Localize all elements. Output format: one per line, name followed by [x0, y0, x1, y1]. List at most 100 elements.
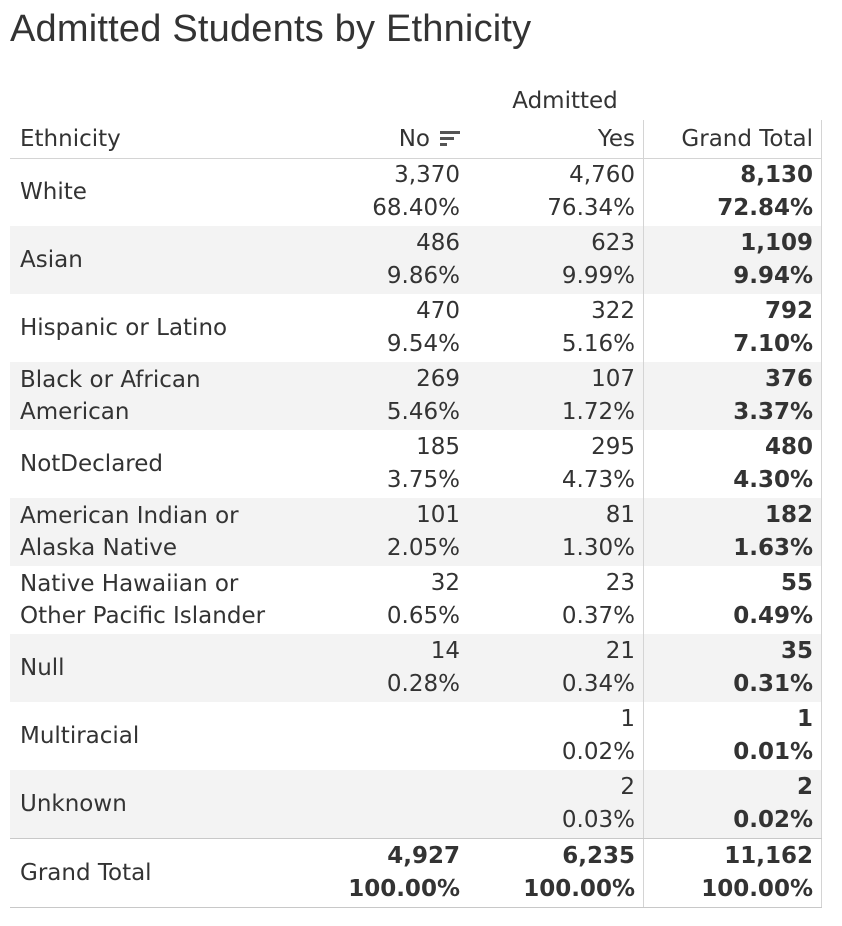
cell-grand-total: 480 4.30% [644, 430, 822, 498]
cell-grand-total-value: 55 [780, 570, 813, 596]
cell-yes-value: 1 [620, 706, 635, 732]
table-row[interactable]: Black or African American 269 5.46% 107 1.72… [10, 362, 822, 430]
cell-no: 14 0.28% [300, 634, 470, 702]
row-label-text: American Indian or Alaska Native [20, 503, 239, 561]
page-title: Admitted Students by Ethnicity [10, 8, 532, 50]
table-row[interactable]: Native Hawaiian or Other Pacific Islande… [10, 566, 822, 634]
column-group-header: Admitted [512, 88, 618, 114]
cell-no-percent: 9.54% [386, 331, 460, 357]
cell-no-value: 470 [416, 298, 460, 324]
cell-grand-total-value: 35 [780, 638, 813, 664]
cell-no-value: 14 [430, 638, 460, 664]
cell-grand-total: 376 3.37% [644, 362, 822, 430]
header-grand-total[interactable]: Grand Total [644, 120, 822, 158]
table-row[interactable]: American Indian or Alaska Native 101 2.05%… [10, 498, 822, 566]
cell-yes: 81 1.30% [470, 498, 644, 566]
table-row[interactable]: Asian 486 9.86% 623 9.99% 1,109 9.94% [10, 226, 822, 294]
row-label-text: Black or African American [20, 367, 201, 425]
cell-yes-percent: 0.03% [561, 807, 635, 833]
cell-yes: 21 0.34% [470, 634, 644, 702]
cell-yes-value: 322 [591, 298, 635, 324]
cell-no-percent: 0.28% [386, 671, 460, 697]
row-label: Unknown [10, 770, 300, 838]
cell-no [300, 702, 470, 770]
cell-grand-total-percent: 72.84% [717, 195, 813, 221]
cell-no-value: 3,370 [394, 162, 460, 188]
cell-grand-total-value: 1 [796, 706, 813, 732]
header-row: Ethnicity No Yes Grand Total [10, 120, 822, 159]
cell-grand-total-percent: 0.31% [733, 671, 813, 697]
cell-grand-total-value: 1,109 [740, 230, 813, 256]
row-label-text: NotDeclared [20, 451, 163, 477]
table-row[interactable]: White 3,370 68.40% 4,760 76.34% 8,130 72.84% [10, 158, 822, 226]
row-label-text: Null [20, 655, 65, 681]
cell-no: 4,927 100.00% [300, 839, 470, 907]
cell-grand-total-value: 2 [796, 774, 813, 800]
cell-yes-value: 623 [591, 230, 635, 256]
cell-yes-percent: 76.34% [547, 195, 635, 221]
cell-no-value: 4,927 [387, 843, 460, 869]
cell-grand-total-percent: 1.63% [733, 535, 813, 561]
header-no[interactable]: No [300, 120, 470, 158]
header-yes-label: Yes [597, 126, 635, 152]
cell-grand-total: 11,162 100.00% [644, 839, 822, 907]
cell-grand-total-percent: 100.00% [701, 876, 813, 902]
row-label: Null [10, 634, 300, 702]
cell-grand-total-value: 376 [764, 366, 813, 392]
cell-grand-total-value: 182 [764, 502, 813, 528]
cell-no: 101 2.05% [300, 498, 470, 566]
cell-no-percent: 68.40% [372, 195, 460, 221]
cell-no-percent: 9.86% [386, 263, 460, 289]
cell-yes-percent: 1.72% [561, 399, 635, 425]
table-row[interactable]: Null 14 0.28% 21 0.34% 35 0.31% [10, 634, 822, 702]
cell-no-value: 101 [416, 502, 460, 528]
header-grand-total-label: Grand Total [681, 126, 813, 152]
cell-no-value: 486 [416, 230, 460, 256]
cell-grand-total-percent: 0.49% [733, 603, 813, 629]
table-row[interactable]: Unknown 2 0.03% 2 0.02% [10, 770, 822, 838]
cell-grand-total-percent: 4.30% [733, 467, 813, 493]
cell-no: 32 0.65% [300, 566, 470, 634]
header-yes[interactable]: Yes [470, 120, 644, 158]
cell-no-value: 185 [416, 434, 460, 460]
cell-no [300, 770, 470, 838]
cell-yes: 1 0.02% [470, 702, 644, 770]
cell-no-percent: 2.05% [386, 535, 460, 561]
cell-grand-total-value: 480 [764, 434, 813, 460]
cell-yes-value: 81 [605, 502, 635, 528]
cell-no-percent: 0.65% [386, 603, 460, 629]
cell-no-value: 269 [416, 366, 460, 392]
cell-no: 486 9.86% [300, 226, 470, 294]
cell-no: 470 9.54% [300, 294, 470, 362]
header-ethnicity-label: Ethnicity [20, 126, 121, 152]
grand-total-row[interactable]: Grand Total 4,927 100.00% 6,235 100.00% 11,16… [10, 838, 822, 908]
cell-grand-total-percent: 9.94% [733, 263, 813, 289]
table-row[interactable]: Hispanic or Latino 470 9.54% 322 5.16% 792 7.1… [10, 294, 822, 362]
cell-grand-total: 1,109 9.94% [644, 226, 822, 294]
cell-no-percent: 5.46% [386, 399, 460, 425]
row-label: American Indian or Alaska Native [10, 498, 300, 566]
cell-yes: 322 5.16% [470, 294, 644, 362]
cell-yes-percent: 5.16% [561, 331, 635, 357]
cell-no-value: 32 [430, 570, 460, 596]
row-label-text: White [20, 179, 87, 205]
cell-yes: 6,235 100.00% [470, 839, 644, 907]
cell-yes-value: 23 [605, 570, 635, 596]
cell-yes-percent: 0.34% [561, 671, 635, 697]
table-row[interactable]: Multiracial 1 0.02% 1 0.01% [10, 702, 822, 770]
cell-grand-total: 182 1.63% [644, 498, 822, 566]
header-ethnicity[interactable]: Ethnicity [10, 120, 300, 158]
row-label: NotDeclared [10, 430, 300, 498]
cell-yes-value: 2 [620, 774, 635, 800]
row-label-text: Native Hawaiian or Other Pacific Islande… [20, 571, 266, 629]
cell-yes: 295 4.73% [470, 430, 644, 498]
cell-no-percent: 3.75% [386, 467, 460, 493]
cell-yes: 107 1.72% [470, 362, 644, 430]
cell-yes-value: 107 [591, 366, 635, 392]
row-label: Asian [10, 226, 300, 294]
sort-descending-icon[interactable] [440, 130, 460, 148]
table-row[interactable]: NotDeclared 185 3.75% 295 4.73% 480 4.30% [10, 430, 822, 498]
cell-yes: 623 9.99% [470, 226, 644, 294]
header-no-label: No [398, 126, 430, 152]
cell-grand-total: 2 0.02% [644, 770, 822, 838]
